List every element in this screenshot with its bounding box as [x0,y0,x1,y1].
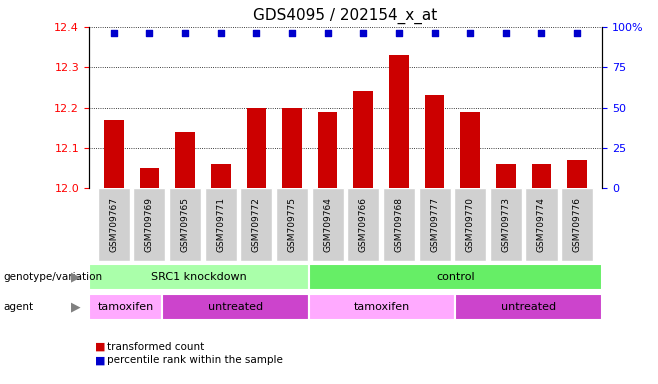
Bar [389,55,409,188]
Text: GSM709768: GSM709768 [394,197,403,252]
Point [287,30,297,36]
Text: percentile rank within the sample: percentile rank within the sample [107,355,283,365]
Bar [104,119,124,188]
Point [358,30,368,36]
FancyBboxPatch shape [455,295,602,320]
Point [572,30,582,36]
Text: genotype/variation: genotype/variation [3,272,103,282]
Text: GSM709772: GSM709772 [252,197,261,252]
FancyBboxPatch shape [561,188,593,261]
Bar [532,164,551,188]
FancyBboxPatch shape [309,295,455,320]
Bar [461,111,480,188]
Text: GSM709773: GSM709773 [501,197,511,252]
Point [393,30,404,36]
Bar [425,95,444,188]
Point [322,30,333,36]
FancyBboxPatch shape [169,188,201,261]
Text: untreated: untreated [501,302,556,313]
FancyBboxPatch shape [526,188,557,261]
FancyBboxPatch shape [240,188,272,261]
Text: GSM709767: GSM709767 [109,197,118,252]
Text: GSM709769: GSM709769 [145,197,154,252]
FancyBboxPatch shape [383,188,415,261]
Text: GSM709770: GSM709770 [466,197,474,252]
Bar [282,108,302,188]
Text: control: control [436,272,474,282]
Bar [139,168,159,188]
Point [144,30,155,36]
Text: ■: ■ [95,355,106,365]
FancyBboxPatch shape [312,188,343,261]
Text: GSM709764: GSM709764 [323,197,332,252]
Text: ▶: ▶ [71,301,81,314]
FancyBboxPatch shape [418,188,451,261]
Bar [318,111,338,188]
Text: GSM709765: GSM709765 [180,197,190,252]
Point [180,30,190,36]
Text: tamoxifen: tamoxifen [97,302,153,313]
Text: transformed count: transformed count [107,342,205,352]
Bar [211,164,230,188]
Text: GSM709771: GSM709771 [216,197,225,252]
Text: ▶: ▶ [71,271,81,283]
Text: untreated: untreated [208,302,263,313]
FancyBboxPatch shape [454,188,486,261]
Point [251,30,262,36]
Point [109,30,119,36]
FancyBboxPatch shape [162,295,309,320]
FancyBboxPatch shape [134,188,165,261]
Bar [496,164,516,188]
Text: GSM709776: GSM709776 [572,197,582,252]
Bar [175,132,195,188]
FancyBboxPatch shape [490,188,522,261]
Point [215,30,226,36]
Bar [247,108,266,188]
FancyBboxPatch shape [89,264,309,290]
Point [429,30,440,36]
Text: GSM709774: GSM709774 [537,197,546,252]
FancyBboxPatch shape [309,264,602,290]
FancyBboxPatch shape [89,295,162,320]
Title: GDS4095 / 202154_x_at: GDS4095 / 202154_x_at [253,8,438,24]
Point [501,30,511,36]
Point [465,30,476,36]
FancyBboxPatch shape [205,188,237,261]
Text: agent: agent [3,302,34,313]
Text: GSM709766: GSM709766 [359,197,368,252]
FancyBboxPatch shape [276,188,308,261]
Text: tamoxifen: tamoxifen [354,302,410,313]
Text: GSM709775: GSM709775 [288,197,297,252]
Bar [567,160,587,188]
Text: SRC1 knockdown: SRC1 knockdown [151,272,247,282]
FancyBboxPatch shape [98,188,130,261]
FancyBboxPatch shape [347,188,379,261]
Bar [353,91,373,188]
Point [536,30,547,36]
Text: ■: ■ [95,342,106,352]
Text: GSM709777: GSM709777 [430,197,439,252]
